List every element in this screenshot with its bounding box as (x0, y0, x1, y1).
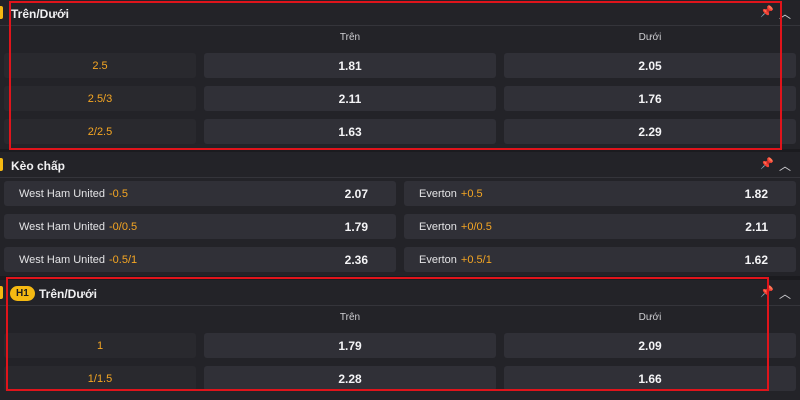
column-header-over: Trên (339, 312, 361, 323)
odds-value: 1.62 (744, 252, 768, 267)
under-odds-button[interactable]: 2.09 (504, 333, 796, 358)
column-header-over: Trên (339, 32, 361, 43)
home-handicap-button[interactable]: West Ham United -0/0.5 1.79 (4, 214, 396, 239)
panel-title: Trên/Dưới (11, 7, 69, 21)
line-cell: 1 (4, 333, 196, 358)
line-cell: 2.5/3 (4, 86, 196, 111)
column-header-under: Dưới (638, 312, 662, 323)
first-half-over-under-panel: H1 Trên/Dưới 📌 ︿ Trên Dưới 1 1.79 2.09 1/… (0, 280, 800, 400)
panel-title: Kèo chấp (11, 159, 66, 173)
team-name: Everton (419, 187, 457, 200)
team-name: West Ham United (19, 220, 105, 233)
line-cell: 2.5 (4, 53, 196, 78)
handicap-panel: Kèo chấp 📌 ︿ West Ham United -0.5 2.07 Eve… (0, 152, 800, 276)
under-odds-button[interactable]: 1.66 (504, 366, 796, 391)
odds-value: 1.79 (344, 219, 368, 234)
over-under-panel: Trên/Dưới 📌 ︿ Trên Dưới 2.5 1.81 2.05 2.5… (0, 0, 800, 149)
indicator-bar (0, 158, 3, 171)
handicap-line: +0.5 (460, 187, 483, 200)
handicap-line: +0.5/1 (460, 253, 492, 266)
away-handicap-button[interactable]: Everton +0.5/1 1.62 (404, 247, 796, 272)
home-handicap-button[interactable]: West Ham United -0.5 2.07 (4, 181, 396, 206)
handicap-line: -0/0.5 (109, 220, 138, 233)
indicator-bar (0, 6, 3, 19)
handicap-line: -0.5/1 (109, 253, 138, 266)
team-name: West Ham United (19, 187, 105, 200)
odds-value: 2.11 (745, 219, 768, 234)
panel-header[interactable]: H1 Trên/Dưới 📌 ︿ (0, 280, 800, 306)
odds-value: 2.07 (344, 186, 368, 201)
odds-value: 1.82 (744, 186, 768, 201)
team-name: Everton (419, 253, 457, 266)
over-odds-button[interactable]: 1.63 (204, 119, 496, 144)
under-odds-button[interactable]: 2.29 (504, 119, 796, 144)
team-name: Everton (419, 220, 457, 233)
over-odds-button[interactable]: 2.11 (204, 86, 496, 111)
chevron-up-icon[interactable]: ︿ (778, 7, 791, 21)
panel-header[interactable]: Kèo chấp 📌 ︿ (0, 152, 800, 178)
under-odds-button[interactable]: 2.05 (504, 53, 796, 78)
pin-icon[interactable]: 📌 (760, 158, 774, 170)
over-odds-button[interactable]: 2.28 (204, 366, 496, 391)
pin-icon[interactable]: 📌 (760, 6, 774, 18)
line-cell: 2/2.5 (4, 119, 196, 144)
home-handicap-button[interactable]: West Ham United -0.5/1 2.36 (4, 247, 396, 272)
h1-badge: H1 (10, 286, 35, 301)
away-handicap-button[interactable]: Everton +0.5 1.82 (404, 181, 796, 206)
panel-header[interactable]: Trên/Dưới 📌 ︿ (0, 0, 800, 26)
team-name: West Ham United (19, 253, 105, 266)
indicator-bar (0, 286, 3, 299)
panel-title: Trên/Dưới (39, 287, 97, 301)
under-odds-button[interactable]: 1.76 (504, 86, 796, 111)
handicap-line: +0/0.5 (460, 220, 492, 233)
column-header-under: Dưới (638, 32, 662, 43)
handicap-line: -0.5 (109, 187, 128, 200)
odds-value: 2.36 (344, 252, 368, 267)
over-odds-button[interactable]: 1.81 (204, 53, 496, 78)
chevron-up-icon[interactable]: ︿ (778, 159, 791, 173)
away-handicap-button[interactable]: Everton +0/0.5 2.11 (404, 214, 796, 239)
over-odds-button[interactable]: 1.79 (204, 333, 496, 358)
pin-icon[interactable]: 📌 (760, 286, 774, 298)
chevron-up-icon[interactable]: ︿ (778, 287, 791, 301)
line-cell: 1/1.5 (4, 366, 196, 391)
